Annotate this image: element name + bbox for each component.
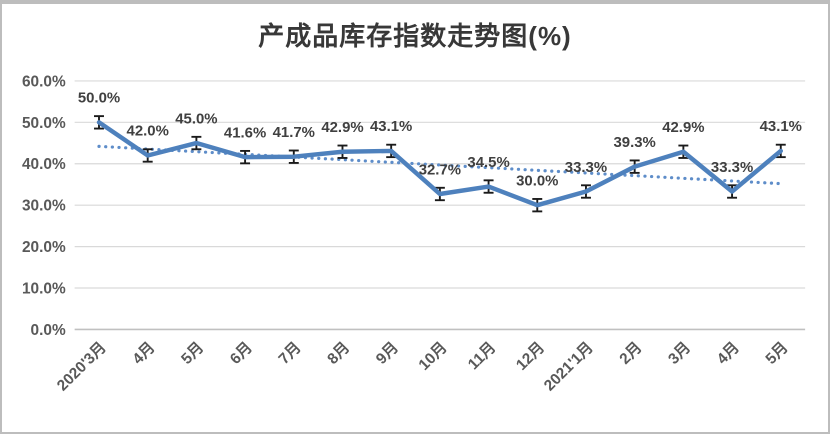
- x-tick-label: 4月: [713, 338, 743, 367]
- data-labels: 50.0% 42.0% 45.0% 41.6% 41.7% 42.9% 43.1% 32.7%…: [78, 91, 802, 190]
- y-tick-label: 30.0%: [22, 198, 66, 215]
- chart-title: 产成品库存指数走势图(%): [258, 21, 572, 51]
- data-label: 42.9%: [321, 120, 363, 136]
- x-tick-label: 2020'3月: [53, 338, 110, 394]
- data-label: 33.3%: [711, 160, 753, 176]
- data-label: 30.0%: [516, 174, 558, 190]
- data-label: 42.9%: [662, 120, 704, 136]
- y-axis-labels: 0.0% 10.0% 20.0% 30.0% 40.0% 50.0% 60.0%: [22, 73, 66, 338]
- y-tick-label: 40.0%: [22, 156, 66, 173]
- x-tick-label: 2021'1月: [540, 338, 597, 394]
- y-tick-label: 10.0%: [22, 281, 66, 298]
- data-label: 41.7%: [273, 125, 315, 141]
- x-tick-label: 5月: [177, 338, 207, 367]
- line-chart: 0.0% 10.0% 20.0% 30.0% 40.0% 50.0% 60.0% 50.0% 4…: [22, 73, 806, 394]
- x-tick-label: 2月: [616, 338, 646, 367]
- data-label: 41.6%: [224, 125, 266, 141]
- gridlines: [74, 80, 806, 331]
- x-tick-label: 11月: [464, 338, 499, 373]
- x-tick-label: 10月: [415, 338, 451, 373]
- x-tick-label: 7月: [275, 338, 305, 367]
- data-label: 39.3%: [614, 135, 656, 151]
- x-tick-label: 8月: [324, 338, 354, 367]
- data-label: 43.1%: [760, 119, 802, 135]
- y-tick-label: 50.0%: [22, 115, 66, 132]
- data-label: 45.0%: [175, 111, 217, 127]
- data-label: 33.3%: [565, 160, 607, 176]
- x-tick-label: 4月: [129, 338, 159, 367]
- y-tick-label: 60.0%: [22, 73, 66, 90]
- y-tick-label: 20.0%: [22, 239, 66, 256]
- data-label: 34.5%: [467, 155, 509, 171]
- data-label: 32.7%: [419, 162, 461, 178]
- x-tick-label: 9月: [372, 338, 402, 367]
- x-tick-label: 6月: [226, 338, 256, 367]
- data-label: 43.1%: [370, 119, 412, 135]
- x-tick-label: 12月: [512, 338, 548, 373]
- series-line: [96, 120, 784, 208]
- y-tick-label: 0.0%: [31, 322, 66, 339]
- x-tick-label: 3月: [664, 338, 694, 367]
- data-label: 42.0%: [127, 124, 169, 140]
- trendline: [97, 144, 783, 186]
- data-label: 50.0%: [78, 91, 120, 107]
- x-tick-label: 5月: [762, 338, 792, 367]
